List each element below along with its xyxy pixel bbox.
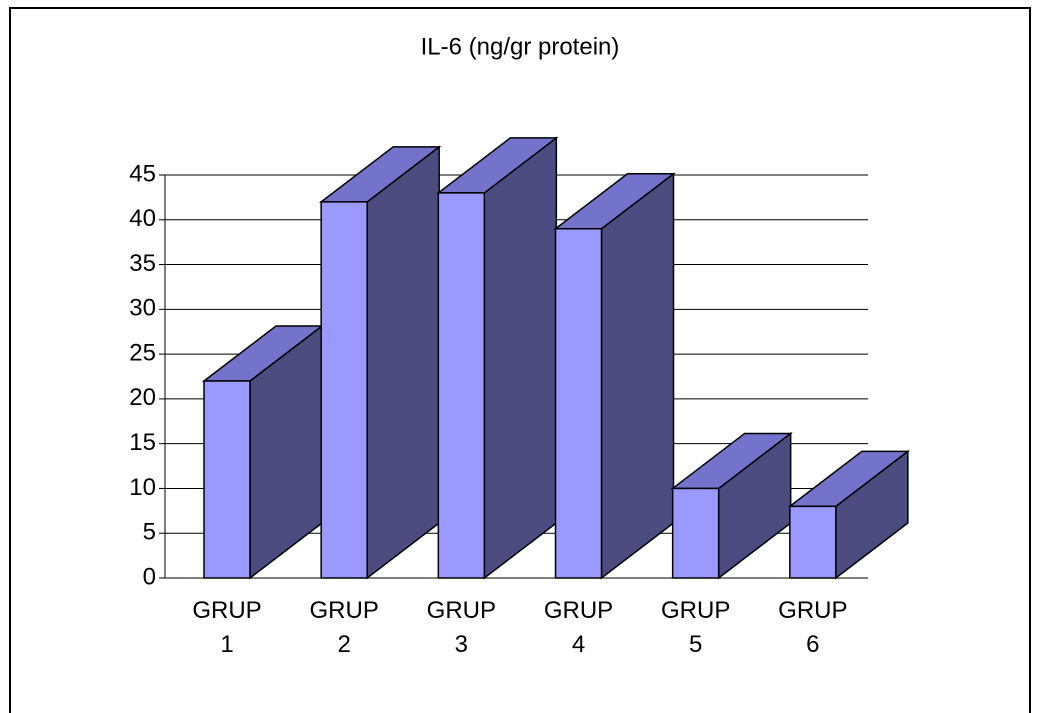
y-tick-label: 40: [129, 205, 156, 232]
y-tick-label: 10: [129, 474, 156, 501]
x-tick-label: GRUP 6: [778, 597, 848, 658]
bar-side: [483, 136, 558, 580]
bar: [320, 201, 368, 579]
bar: [203, 380, 251, 579]
x-tick-label: GRUP 1: [192, 597, 262, 658]
y-tick-label: 30: [129, 295, 156, 322]
x-tick-label: GRUP 2: [309, 597, 379, 658]
y-tick-label: 15: [129, 429, 156, 456]
x-tick-label: GRUP 5: [660, 597, 731, 658]
x-tick-label: GRUP 3: [426, 597, 496, 658]
bar: [437, 192, 486, 579]
bar: [789, 505, 837, 579]
x-tick-label: GRUP 4: [543, 597, 614, 658]
y-tick-label: 25: [129, 339, 156, 366]
bar: [671, 487, 720, 579]
bar: [554, 227, 603, 579]
y-tick-label: 45: [129, 160, 156, 187]
y-tick-label: 20: [129, 384, 156, 411]
bar-side: [366, 145, 440, 580]
y-tick-label: 0: [143, 563, 156, 590]
y-tick-label: 35: [129, 250, 156, 277]
chart-title: IL-6 (ng/gr protein): [421, 33, 620, 60]
y-tick-label: 5: [143, 519, 156, 546]
bar-side: [600, 172, 675, 580]
